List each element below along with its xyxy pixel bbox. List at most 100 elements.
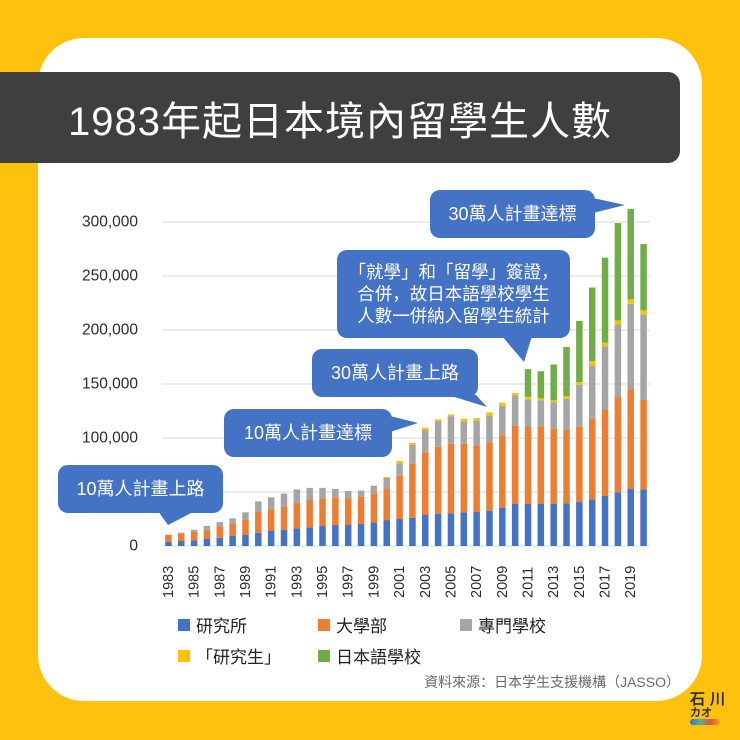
bar-segment <box>190 531 198 541</box>
bar-segment <box>447 443 455 514</box>
bar-segment <box>255 511 262 533</box>
legend-item-undergraduate: 大學部 <box>318 612 387 637</box>
bar-segment <box>332 488 339 498</box>
bar-segment <box>499 435 506 508</box>
bar-segment <box>588 418 596 500</box>
y-tick-label: 200,000 <box>82 322 138 339</box>
bar-segment <box>344 490 352 499</box>
bar-segment <box>357 523 365 546</box>
bar-segment <box>409 445 416 464</box>
logo-glyph: カオ <box>690 707 712 719</box>
bar-segment <box>524 396 532 400</box>
bar-segment <box>306 499 313 528</box>
bar-segment <box>344 525 352 546</box>
bar-segment <box>165 541 172 546</box>
bar-segment <box>601 346 609 411</box>
bar-segment <box>370 522 378 546</box>
bar-segment <box>486 442 493 511</box>
bar-segment <box>627 208 634 300</box>
bar-segment <box>550 400 557 403</box>
bar-segment <box>319 487 326 499</box>
x-tick-label: 2005 <box>443 566 459 598</box>
page-title: 1983年起日本境內留學生人數 <box>68 99 612 144</box>
bar-segment <box>524 426 532 504</box>
bar-segment <box>563 347 570 397</box>
bar-segment <box>396 475 403 519</box>
bar-segment <box>640 314 647 400</box>
bar-segment <box>242 512 249 520</box>
bar-segment <box>640 310 647 315</box>
legend-swatch-blue <box>178 618 190 631</box>
bar-segment <box>460 421 468 444</box>
bar-segment <box>486 415 493 443</box>
bar-segment <box>614 397 622 493</box>
bar-segment <box>537 426 545 504</box>
bar-segment <box>216 537 224 546</box>
bar-segment <box>550 364 557 401</box>
bar-segment <box>255 501 262 512</box>
bar-segment <box>422 427 429 431</box>
bar-segment <box>473 511 480 546</box>
bar-segment <box>293 489 301 503</box>
bar-segment <box>165 534 172 542</box>
bar-segment <box>409 442 416 446</box>
bar-segment <box>627 389 634 489</box>
bar-segment <box>280 493 288 508</box>
bar-segment <box>434 446 442 514</box>
legend-label: 日本語學校 <box>336 648 421 667</box>
bar-segment <box>576 502 583 546</box>
bar-segment <box>203 530 211 539</box>
y-tick-label: 250,000 <box>82 268 138 285</box>
bar-segment <box>499 402 506 406</box>
bar-segment <box>614 492 622 546</box>
bar-segment <box>306 527 313 546</box>
bar-segment <box>344 498 352 526</box>
legend-swatch-yellow <box>178 649 190 662</box>
bar-segment <box>190 529 198 532</box>
x-tick-label: 2007 <box>469 566 485 598</box>
bar-segment <box>627 303 634 390</box>
logo-glyph: 石 <box>690 691 706 708</box>
x-tick-label: 1993 <box>289 566 305 598</box>
bar-segment <box>576 382 583 385</box>
bar-segment <box>473 418 480 421</box>
bar-segment <box>409 517 416 546</box>
bar-segment <box>537 503 545 546</box>
bar-segment <box>627 299 634 304</box>
bar-segment <box>447 414 455 417</box>
bar-segment <box>434 421 442 447</box>
bar-segment <box>203 538 211 546</box>
bar-segment <box>319 526 326 546</box>
bar-segment <box>293 502 301 529</box>
title-bar: 1983年起日本境內留學生人數 <box>0 72 680 163</box>
callout-text: 30萬人計畫達標 <box>448 204 577 224</box>
x-tick-label: 2019 <box>623 566 639 598</box>
bar-segment <box>473 420 480 446</box>
bar-segment <box>588 361 596 366</box>
callout-plan30-reached: 30萬人計畫達標 <box>430 190 595 238</box>
x-axis: 1983 1985 1987 1989 1991 1993 1995 1997 1999 2001… <box>161 566 639 598</box>
bar-segment <box>255 532 262 546</box>
bar-segment <box>499 507 506 546</box>
bar-segment <box>229 523 236 536</box>
y-tick-label: 300,000 <box>82 214 138 231</box>
y-tick-label: 100,000 <box>82 430 138 447</box>
callout-line: 「就學」和「留學」簽證， <box>348 262 559 282</box>
data-source-note: 資料來源：日本学生支援機構（JASSO） <box>424 674 680 690</box>
callout-line: 人數一併納入留學生統計 <box>357 306 550 326</box>
bar-segment <box>280 507 288 531</box>
y-tick-label: 150,000 <box>82 376 138 393</box>
bar-segment <box>524 369 532 397</box>
callout-plan10-reached: 10萬人計畫達標 <box>224 409 392 457</box>
bar-segment <box>460 443 468 513</box>
callout-text: 10萬人計畫達標 <box>243 423 373 443</box>
bar-segment <box>537 371 545 399</box>
callout-plan10-start: 10萬人計畫上路 <box>58 465 223 513</box>
bar-segment <box>242 519 249 535</box>
bar-segment <box>576 426 583 503</box>
bar-segment <box>178 541 185 546</box>
bar-segment <box>627 488 634 546</box>
bar-segment <box>614 324 622 398</box>
bar-segment <box>588 499 596 546</box>
bar-segment <box>499 405 506 436</box>
